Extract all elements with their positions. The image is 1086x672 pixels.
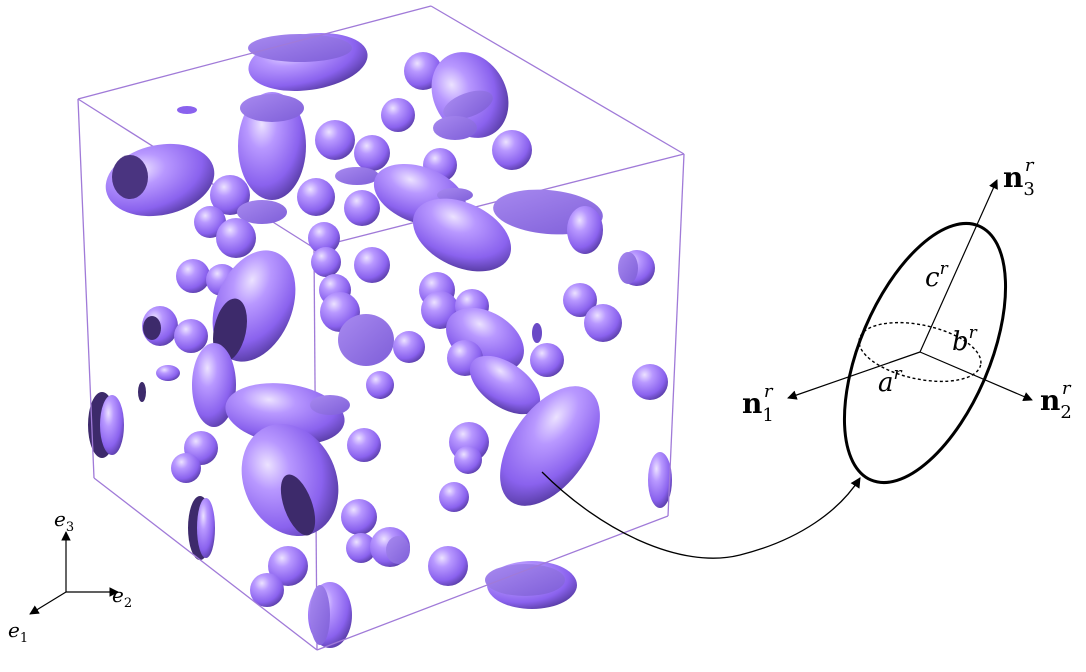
ellipsoid-equator <box>858 321 982 383</box>
global-axes: e3 e2 e1 <box>8 507 132 646</box>
label-n1: n1r <box>742 381 774 426</box>
axis-label-e2: e2 <box>112 583 132 611</box>
label-c: cr <box>925 259 949 293</box>
connector-arrow <box>541 471 861 559</box>
axis-n1 <box>787 351 921 400</box>
cube-front-edges <box>77 5 685 651</box>
axis-n2 <box>919 351 1033 402</box>
ellipsoid-schematic: n3r n1r n2r cr br ar <box>742 155 1072 485</box>
particles <box>88 33 672 648</box>
axis-label-e1: e1 <box>8 618 28 646</box>
label-b: br <box>952 323 978 357</box>
axis-label-e3: e3 <box>54 507 74 535</box>
label-a: ar <box>878 364 903 398</box>
label-n2: n2r <box>1040 378 1072 423</box>
ellipsoid-outline <box>842 221 1008 485</box>
label-n3: n3r <box>1003 155 1035 200</box>
axis-n3 <box>919 179 998 353</box>
